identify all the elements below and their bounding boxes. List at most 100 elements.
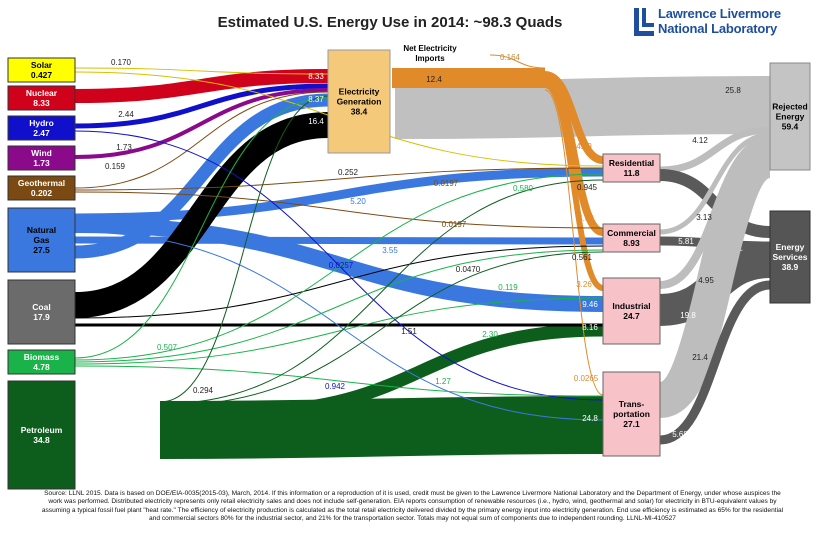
- source-box-coal: [7, 279, 76, 345]
- residential-box: [602, 153, 661, 183]
- chart-title: Estimated U.S. Energy Use in 2014: ~98.3…: [217, 14, 563, 31]
- imports-value-label: 0.164: [500, 53, 521, 62]
- flow-label-pet-ind: 8.16: [582, 323, 598, 332]
- coal-commercial-line: [74, 245, 604, 319]
- source-box-hydro-text-0: Hydro: [29, 118, 54, 128]
- flow-label-gas-com: 3.55: [382, 246, 398, 255]
- source-box-wind-text-1: 1.73: [33, 158, 50, 168]
- nuclear-electricity-flow: [74, 69, 329, 103]
- energy-services-box-text-0: Energy: [776, 242, 805, 252]
- res-rejected-flow: [659, 126, 771, 174]
- flow-label-ind-rejected: 4.95: [698, 276, 714, 285]
- flow-label-trans-rejected: 21.4: [692, 353, 708, 362]
- biomass-industrial-line: [74, 297, 604, 365]
- llnl-emblem-icon: [634, 8, 654, 36]
- source-box-biomass-text-0: Biomass: [24, 352, 60, 362]
- llnl-line-2: National Laboratory: [658, 21, 777, 36]
- industrial-box-text-0: Industrial: [612, 301, 650, 311]
- source-box-geothermal-text-0: Geothermal: [18, 178, 65, 188]
- commercial-box: [602, 223, 661, 253]
- gas-industrial-flow: [74, 217, 604, 312]
- flow-label-geo-res: 0.0197: [434, 179, 459, 188]
- electricity-industrial-flow: [543, 82, 605, 291]
- biomass-transportation-line: [74, 365, 604, 397]
- source-box-wind: [7, 145, 76, 171]
- source-box-solar: [7, 57, 76, 83]
- hydro-electricity-flow: [74, 83, 329, 129]
- petroleum-commercial-line: [159, 251, 604, 407]
- residential-box-text-0: Residential: [609, 158, 654, 168]
- flow-label-com-rejected: 3.13: [696, 213, 712, 222]
- electricity-residential-flow: [544, 71, 604, 164]
- commercial-box-text-0: Commercial: [607, 228, 656, 238]
- transportation-box-text-0: Trans-: [619, 399, 645, 409]
- source-box-hydro-text-1: 2.47: [33, 128, 50, 138]
- llnl-name: Lawrence Livermore National Laboratory: [658, 6, 781, 36]
- imports-label: Net Electricity: [403, 44, 457, 53]
- source-box-petroleum-text-0: Petroleum: [21, 425, 63, 435]
- flow-label-coal-com: 0.0470: [456, 265, 481, 274]
- flow-label-bio-ind: 2.30: [482, 330, 498, 339]
- flow-label-bio-trans: 1.27: [435, 377, 451, 386]
- commercial-box-text-1: 8.93: [623, 238, 640, 248]
- biomass-commercial-line: [74, 249, 604, 363]
- flow-label-bio-elec: 0.507: [157, 343, 178, 352]
- flow-label-gas-res: 5.20: [350, 197, 366, 206]
- electricity-generation-box-text-0: Electricity: [339, 87, 380, 97]
- source-box-wind-text-0: Wind: [31, 148, 52, 158]
- source-box-natural-gas-text-1: Gas: [33, 235, 49, 245]
- geothermal-residential-line: [74, 167, 604, 191]
- flow-label-hydro-trans: 0.942: [325, 382, 346, 391]
- flow-label-pet-com: 0.561: [572, 253, 593, 262]
- source-box-hydro: [7, 115, 76, 141]
- hydro-transportation-line: [74, 130, 604, 401]
- rejected-energy-box: [769, 62, 811, 171]
- rejected-energy-box-text-0: Rejected: [772, 102, 807, 112]
- electricity-generation-box-text-2: 38.4: [351, 107, 368, 117]
- imports-label-2: Imports: [415, 54, 445, 63]
- industrial-box-text-1: 24.7: [623, 311, 640, 321]
- petroleum-electricity-line: [159, 95, 329, 403]
- node-layer: Solar0.427Nuclear8.33Hydro2.47Wind1.73Ge…: [7, 49, 811, 490]
- source-box-petroleum: [7, 380, 76, 490]
- flow-label-elec-ind: 3.26: [576, 280, 592, 289]
- geothermal-commercial-line: [74, 191, 604, 229]
- biomass-electricity-line: [74, 97, 329, 359]
- source-box-biomass: [7, 349, 76, 375]
- solar-electricity-line: [74, 67, 329, 75]
- transportation-box: [602, 371, 661, 457]
- source-box-coal-text-0: Coal: [32, 302, 50, 312]
- flow-label-gas-ind: 9.46: [582, 300, 598, 309]
- flow-label-gas-trans: 0.0257: [329, 261, 354, 270]
- flow-label-trans-services: 5.68: [672, 430, 688, 439]
- source-box-petroleum-text-1: 34.8: [33, 435, 50, 445]
- flow-label-elec-com: 4.63: [578, 214, 594, 223]
- rejected-energy-box-text-2: 59.4: [782, 122, 799, 132]
- flow-label-hydro-elec: 2.44: [118, 110, 134, 119]
- flow-label-coal-ind: 1.51: [401, 327, 417, 336]
- flow-label-nuclear-elec: 8.33: [308, 72, 324, 81]
- transportation-box-text-1: portation: [613, 409, 650, 419]
- flow-label-bio-res: 0.580: [513, 184, 534, 193]
- transportation-box-text-2: 27.1: [623, 419, 640, 429]
- flow-label-bio-com: 0.119: [498, 283, 518, 292]
- flow-label-gas-elec: 8.37: [308, 95, 324, 104]
- flow-label-geo-elec: 0.159: [105, 162, 126, 171]
- flow-label-com-services: 5.81: [678, 237, 694, 246]
- flow-label-ind-services: 19.8: [680, 311, 696, 320]
- trans-rejected-flow: [655, 142, 775, 418]
- source-box-solar-text-1: 0.427: [31, 70, 53, 80]
- flow-layer: [74, 67, 775, 459]
- source-box-geothermal-text-1: 0.202: [31, 188, 53, 198]
- gas-electricity-flow: [74, 93, 329, 259]
- flow-label-pet-res: 0.945: [577, 183, 598, 192]
- source-box-natural-gas: [7, 207, 76, 273]
- biomass-residential-line: [74, 173, 604, 361]
- energy-services-box-text-1: Services: [773, 252, 808, 262]
- llnl-line-1: Lawrence Livermore: [658, 6, 781, 21]
- gas-commercial-flow: [74, 236, 604, 245]
- residential-box-text-1: 11.8: [623, 168, 639, 178]
- electricity-generation-box-text-1: Generation: [337, 97, 382, 107]
- energy-services-box-text-2: 38.9: [782, 262, 799, 272]
